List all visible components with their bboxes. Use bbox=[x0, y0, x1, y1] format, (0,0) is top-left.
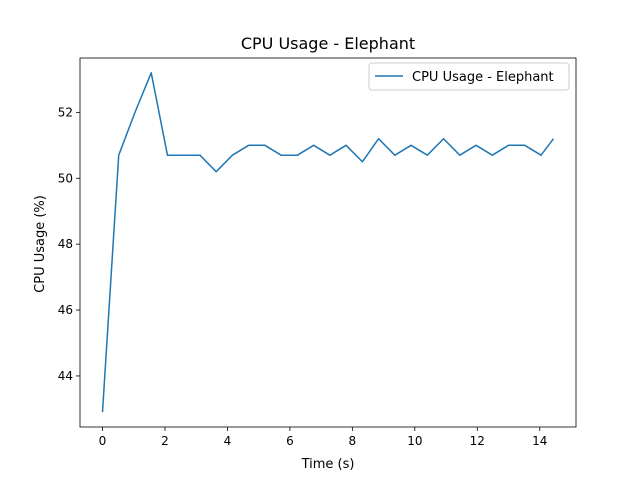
y-tick-label: 52 bbox=[58, 105, 73, 119]
legend-box bbox=[368, 62, 570, 91]
x-tick-label: 10 bbox=[407, 434, 422, 448]
x-axis-label: Time (s) bbox=[301, 457, 355, 472]
x-tick-label: 6 bbox=[286, 434, 294, 448]
x-tick-label: 0 bbox=[99, 434, 107, 448]
x-tick-label: 4 bbox=[224, 434, 232, 448]
x-tick-label: 8 bbox=[349, 434, 357, 448]
y-tick-label: 48 bbox=[58, 237, 73, 251]
x-tick-label: 14 bbox=[532, 434, 547, 448]
y-tick-label: 46 bbox=[58, 303, 73, 317]
legend: CPU Usage - Elephant bbox=[368, 62, 570, 91]
chart-title: CPU Usage - Elephant bbox=[241, 34, 415, 53]
x-tick-label: 12 bbox=[470, 434, 485, 448]
legend-label: CPU Usage - Elephant bbox=[412, 70, 554, 85]
y-tick-label: 44 bbox=[58, 369, 73, 383]
series-line-0 bbox=[101, 72, 555, 413]
axes-frame bbox=[79, 57, 577, 428]
y-axis-label: CPU Usage (%) bbox=[33, 195, 48, 293]
y-tick-label: 50 bbox=[58, 171, 73, 185]
x-tick-label: 2 bbox=[161, 434, 169, 448]
